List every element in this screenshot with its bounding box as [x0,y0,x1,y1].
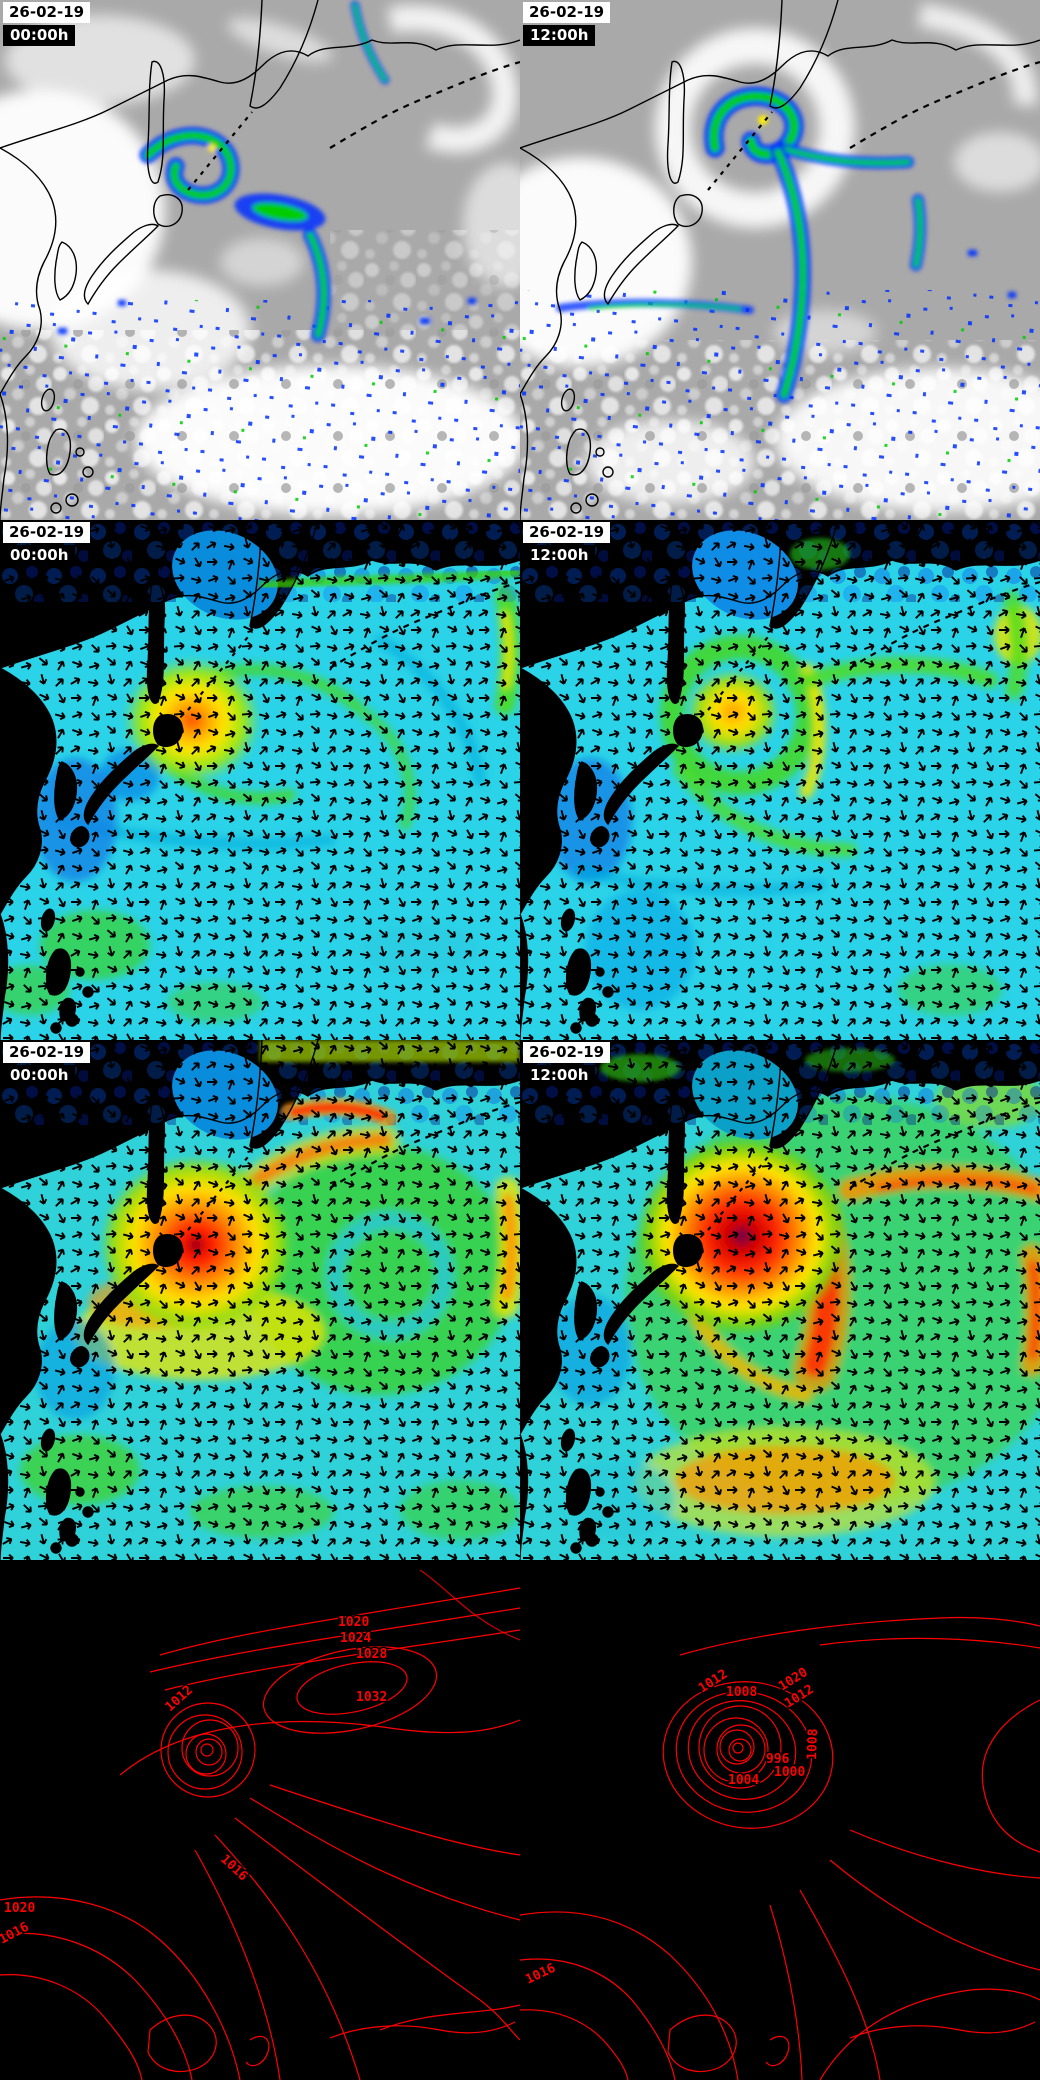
precip-layer [58,0,476,342]
isobar-label: 1028 [356,1647,387,1662]
panel-gusts-12h: 26-02-19 12:00h [520,1040,1040,1560]
date-chip: 26-02-19 [3,522,91,543]
date-chip: 26-02-19 [523,2,611,23]
precip-layer [556,86,1016,403]
wind-arrows-overlay [520,520,1040,1040]
panel-clouds-00h: 26-02-19 00:00h [0,0,520,520]
pressure-map-art: 1012 1008 1020 1012 1008 996 1000 1004 1… [520,1560,1040,2080]
date-chip: 26-02-19 [3,2,91,23]
isobars-layer [520,1616,1040,2080]
isobar-label: 1008 [726,1685,757,1700]
isobars-layer [0,1569,520,2080]
wind-arrows-overlay [0,520,520,1040]
date-chip: 26-02-19 [523,1042,611,1063]
wind-map-art [520,520,1040,1040]
timestamp-chips: 26-02-19 00:00h [3,1042,91,1086]
time-chip: 00:00h [3,1065,76,1086]
time-chip: 12:00h [523,1065,596,1086]
isobar-label: 1000 [774,1765,805,1780]
date-chip: 26-02-19 [523,522,611,543]
pressure-map-art: 1020 1024 1028 1032 1012 1016 1020 1016 [0,1560,520,2080]
panel-pressure-12h: 1012 1008 1020 1012 1008 996 1000 1004 1… [520,1560,1040,2080]
timestamp-chips: 26-02-19 12:00h [523,2,611,46]
panel-gusts-00h: 26-02-19 00:00h [0,1040,520,1560]
isobar-label: 1008 [805,1728,821,1760]
timestamp-chips: 26-02-19 12:00h [523,1042,611,1086]
gusts-map-art [0,1040,520,1560]
clouds-map-art [520,0,1040,520]
panel-pressure-00h: 1020 1024 1028 1032 1012 1016 1020 1016 [0,1560,520,2080]
isobar-label: 1004 [728,1773,759,1788]
wind-arrows-overlay [0,1040,520,1560]
time-chip: 12:00h [523,545,596,566]
wind-map-art [0,520,520,1040]
time-chip: 00:00h [3,25,76,46]
precip-specks [0,300,520,520]
panel-clouds-12h: 26-02-19 12:00h [520,0,1040,520]
isobar-label: 1024 [340,1631,371,1646]
panel-wind-00h: 26-02-19 00:00h [0,520,520,1040]
date-chip: 26-02-19 [3,1042,91,1063]
clouds-map-art [0,0,520,520]
isobar-label: 996 [766,1752,790,1767]
timestamp-chips: 26-02-19 00:00h [3,522,91,566]
panel-wind-12h: 26-02-19 12:00h [520,520,1040,1040]
time-chip: 12:00h [523,25,596,46]
time-chip: 00:00h [3,545,76,566]
timestamp-chips: 26-02-19 00:00h [3,2,91,46]
timestamp-chips: 26-02-19 12:00h [523,522,611,566]
isobar-label: 1020 [4,1901,35,1916]
gusts-map-art [520,1040,1040,1560]
isobar-label: 1020 [338,1615,369,1630]
wind-arrows-overlay [520,1040,1040,1560]
isobar-label: 1032 [356,1690,387,1705]
precip-specks [520,290,1040,520]
